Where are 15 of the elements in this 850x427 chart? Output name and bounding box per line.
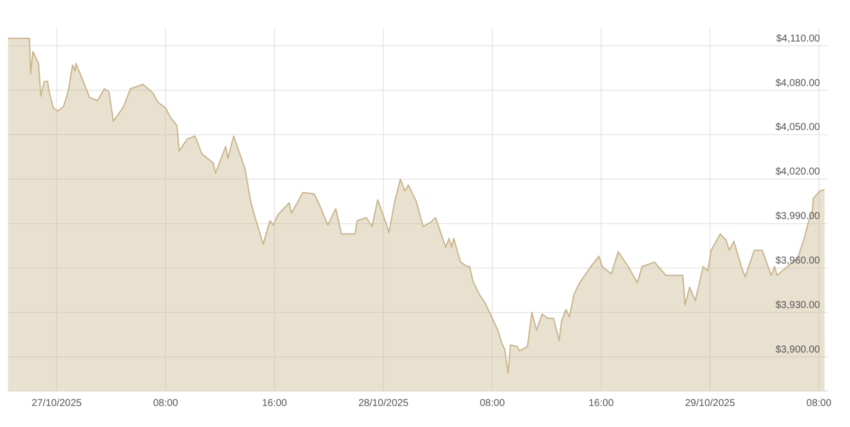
y-tick-label: $4,020.00	[776, 166, 820, 178]
x-tick-label: 08:00	[480, 398, 506, 410]
x-tick-label: 28/10/2025	[358, 398, 409, 410]
y-tick-label: $4,080.00	[776, 78, 820, 89]
y-tick-label: $3,930.00	[776, 300, 820, 312]
x-tick-label: 27/10/2025	[32, 398, 82, 410]
x-tick-label: 16:00	[262, 398, 288, 410]
y-tick-label: $4,110.00	[776, 33, 820, 44]
y-tick-label: $4,050.00	[776, 122, 820, 134]
x-tick-label: 08:00	[153, 398, 179, 410]
x-tick-label: 08:00	[806, 398, 832, 410]
x-tick-label: 29/10/2025	[685, 398, 736, 410]
y-tick-label: $3,900.00	[776, 344, 820, 356]
y-tick-label: $3,960.00	[776, 256, 820, 267]
x-tick-label: 16:00	[588, 398, 614, 410]
